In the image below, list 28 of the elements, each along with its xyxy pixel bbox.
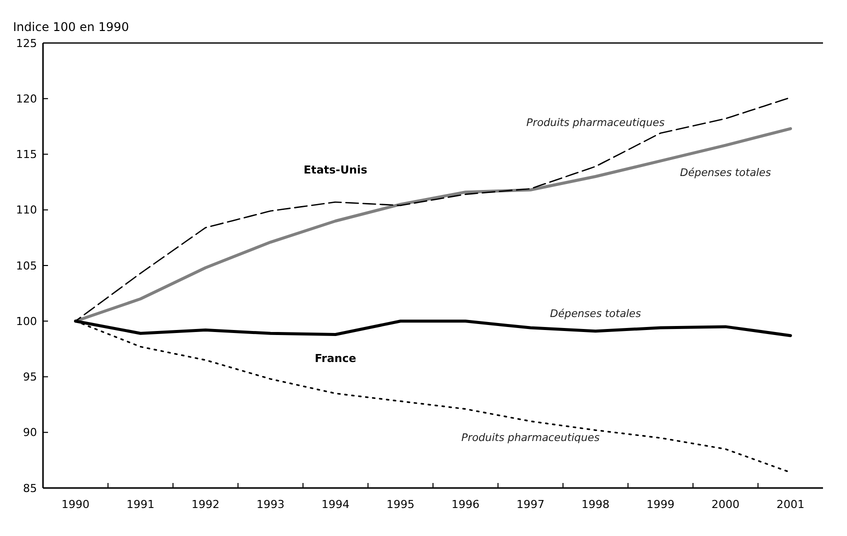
series-label: Produits pharmaceutiques <box>526 117 666 130</box>
x-tick-label: 2000 <box>712 498 740 511</box>
x-tick-label: 1994 <box>322 498 350 511</box>
series-label: Dépenses totales <box>680 167 772 180</box>
y-tick-label: 125 <box>16 36 37 50</box>
x-tick-label: 1990 <box>62 498 90 511</box>
x-tick-label: 1992 <box>192 498 220 511</box>
x-tick-label: 1991 <box>126 498 154 511</box>
y-tick-label: 85 <box>23 482 37 495</box>
series-label: Dépenses totales <box>550 308 642 320</box>
annotation: Etats-Unis <box>304 164 368 177</box>
x-tick-label: 1999 <box>646 498 674 511</box>
x-tick-label: 2001 <box>776 498 804 511</box>
x-tick-label: 1995 <box>386 498 414 511</box>
annotation: France <box>314 352 356 365</box>
x-tick-label: 1997 <box>516 498 544 511</box>
y-tick-label: 110 <box>16 204 37 217</box>
x-tick-label: 1993 <box>256 498 284 511</box>
x-tick-label: 1998 <box>582 498 610 511</box>
y-tick-label: 90 <box>23 426 37 440</box>
y-axis-title: Indice 100 en 1990 <box>13 20 129 34</box>
series-label: Produits pharmaceutiques <box>461 432 600 444</box>
y-tick-label: 100 <box>16 314 37 328</box>
y-tick-label: 120 <box>16 92 37 106</box>
x-tick-label: 1996 <box>452 498 480 511</box>
y-tick-label: 115 <box>16 148 37 162</box>
y-tick-label: 95 <box>23 370 37 384</box>
y-tick-label: 105 <box>16 259 37 272</box>
